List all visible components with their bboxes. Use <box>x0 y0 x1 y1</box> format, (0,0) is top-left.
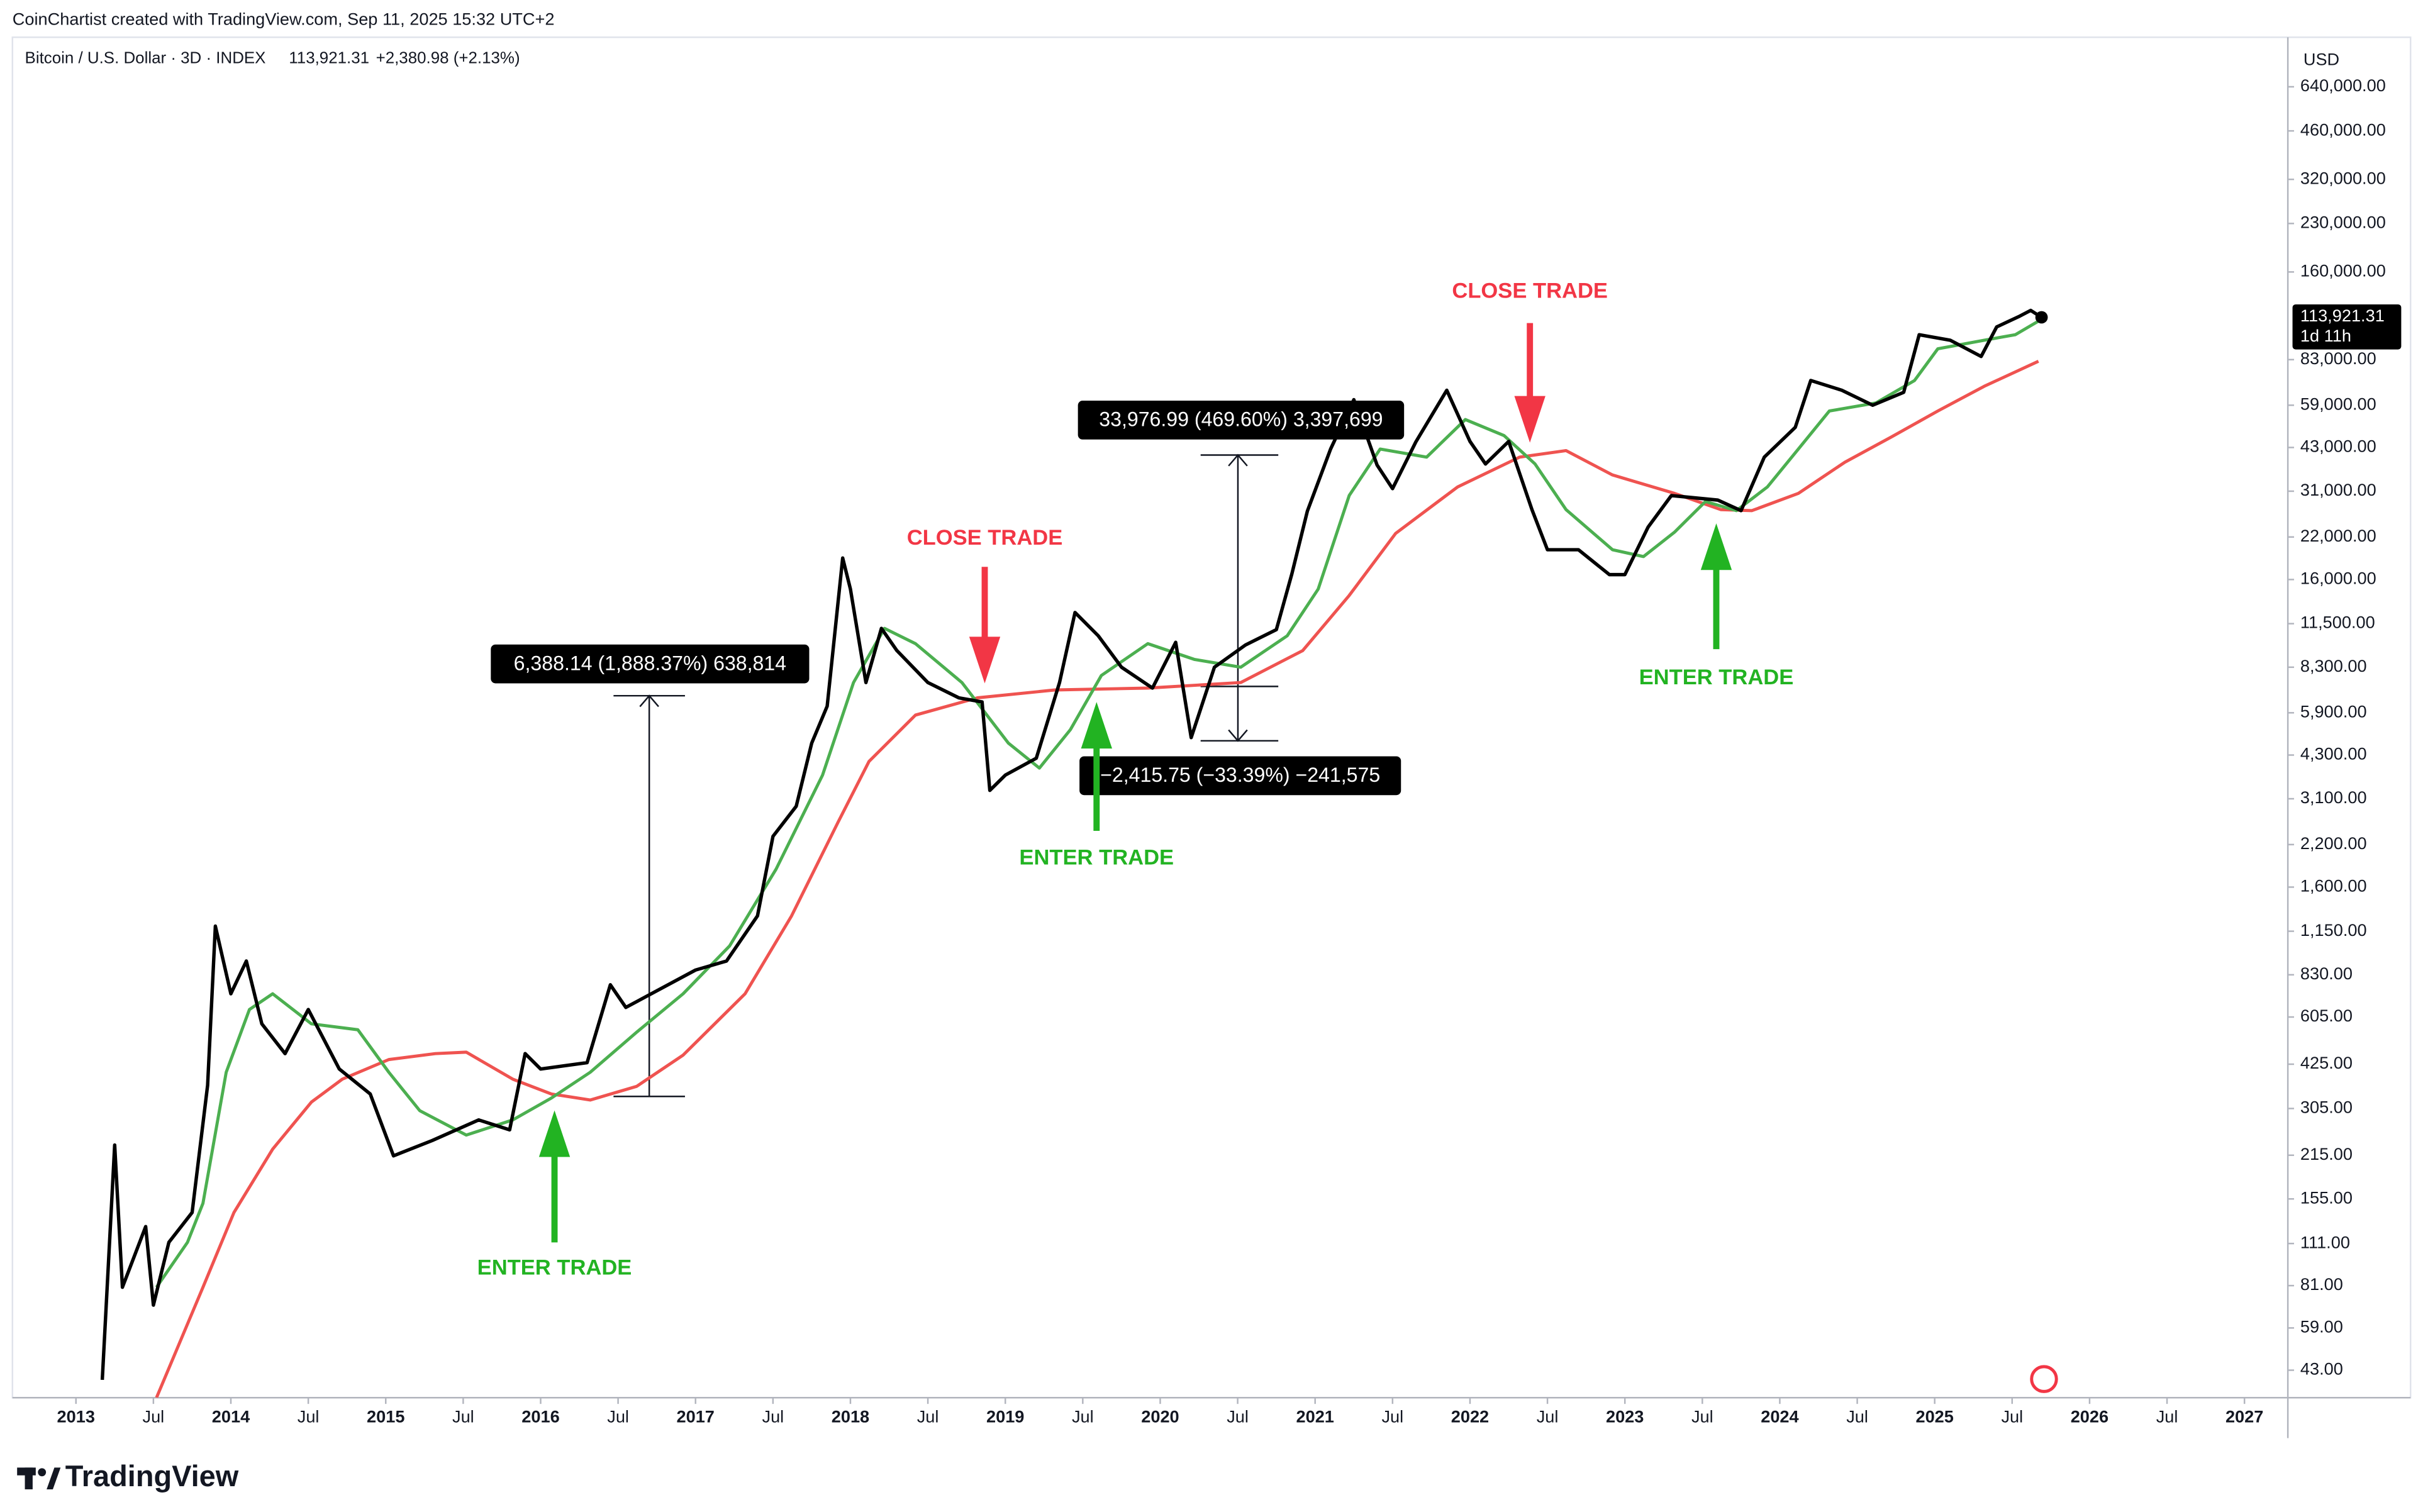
x-tick-label: 2027 <box>2225 1407 2263 1426</box>
x-tick-label: Jul <box>298 1407 320 1426</box>
x-tick-label: Jul <box>1537 1407 1559 1426</box>
close-trade-label: CLOSE TRADE <box>1452 279 1608 303</box>
y-tick-label: 160,000.00 <box>2300 261 2386 281</box>
measure-box <box>1079 756 1401 796</box>
last-point <box>2035 311 2048 324</box>
x-tick-label: 2018 <box>832 1407 869 1426</box>
x-tick-label: 2013 <box>57 1407 95 1426</box>
x-tick-label: Jul <box>2001 1407 2023 1426</box>
x-tick-label: Jul <box>1381 1407 1403 1426</box>
x-tick-label: 2015 <box>367 1407 404 1426</box>
measure-label: −2,415.75 (−33.39%) −241,575 <box>1100 764 1380 786</box>
y-tick-label: 605.00 <box>2300 1006 2353 1025</box>
measure-label: 33,976.99 (469.60%) 3,397,699 <box>1099 408 1383 431</box>
x-tick-label: 2024 <box>1761 1407 1798 1426</box>
y-tick-label: 81.00 <box>2300 1274 2343 1294</box>
y-tick-label: 830.00 <box>2300 964 2353 983</box>
y-tick-label: 83,000.00 <box>2300 348 2376 368</box>
trade-arrow <box>1081 702 1112 831</box>
y-tick-label: 31,000.00 <box>2300 480 2376 499</box>
logo-text: TradingView <box>65 1460 239 1493</box>
last-price: 113,921.31 <box>289 50 369 67</box>
trade-arrow <box>969 567 1001 684</box>
x-tick-label: Jul <box>143 1407 165 1426</box>
y-tick-label: 111.00 <box>2300 1232 2350 1252</box>
measure-box <box>1078 401 1405 440</box>
credit: CoinChartist created with TradingView.co… <box>13 9 555 28</box>
x-tick-label: Jul <box>1691 1407 1713 1426</box>
measure-tools <box>613 453 1279 1098</box>
x-tick-label: 2026 <box>2071 1407 2108 1426</box>
x-tick-label: 2019 <box>986 1407 1024 1426</box>
x-tick-label: Jul <box>1227 1407 1249 1426</box>
close-trade-label: CLOSE TRADE <box>907 526 1063 550</box>
price-tag-countdown: 1d 11h <box>2300 326 2351 345</box>
x-tick-label: Jul <box>2156 1407 2178 1426</box>
measure-label: 6,388.14 (1,888.37%) 638,814 <box>514 652 786 674</box>
y-tick-label: 155.00 <box>2300 1187 2353 1207</box>
x-tick-label: 2016 <box>521 1407 559 1426</box>
x-tick-label: 2023 <box>1606 1407 1644 1426</box>
price-tag <box>2292 304 2402 350</box>
y-tick-label: 16,000.00 <box>2300 569 2376 588</box>
logo <box>17 1467 61 1489</box>
trade-arrow <box>538 1110 571 1243</box>
symbol-title: Bitcoin / U.S. Dollar · 3D · INDEX <box>25 50 266 67</box>
y-tick-label: 230,000.00 <box>2300 212 2386 231</box>
enter-trade-label: ENTER TRADE <box>1639 665 1794 689</box>
currency: USD <box>2303 49 2339 69</box>
x-tick-label: 2014 <box>212 1407 250 1426</box>
y-tick-label: 640,000.00 <box>2300 75 2386 95</box>
y-tick-label: 320,000.00 <box>2300 168 2386 187</box>
y-tick-label: 3,100.00 <box>2300 787 2367 807</box>
x-tick-label: Jul <box>607 1407 629 1426</box>
price-line <box>155 317 2044 1289</box>
x-tick-label: Jul <box>1072 1407 1094 1426</box>
trade-arrow <box>1700 523 1732 650</box>
x-tick-label: 2020 <box>1141 1407 1179 1426</box>
x-tick-label: 2021 <box>1296 1407 1334 1426</box>
x-tick-label: 2025 <box>1915 1407 1953 1426</box>
y-tick-label: 1,600.00 <box>2300 876 2367 896</box>
x-tick-label: Jul <box>452 1407 474 1426</box>
event-icon[interactable] <box>2030 1365 2058 1393</box>
y-tick-label: 22,000.00 <box>2300 526 2376 545</box>
y-tick-label: 305.00 <box>2300 1098 2353 1117</box>
measure-box <box>491 644 810 684</box>
trade-arrow <box>1514 323 1546 443</box>
x-tick-label: 2022 <box>1451 1407 1489 1426</box>
y-tick-label: 59,000.00 <box>2300 394 2376 413</box>
y-tick-label: 5,900.00 <box>2300 701 2367 721</box>
x-tick-label: Jul <box>1846 1407 1868 1426</box>
y-tick-label: 1,150.00 <box>2300 920 2367 940</box>
y-tick-label: 460,000.00 <box>2300 120 2386 139</box>
price-line <box>100 308 2043 1381</box>
enter-trade-label: ENTER TRADE <box>1019 846 1174 870</box>
y-tick-label: 11,500.00 <box>2300 613 2375 632</box>
x-tick-label: Jul <box>762 1407 784 1426</box>
x-tick-label: Jul <box>917 1407 939 1426</box>
y-tick-label: 43,000.00 <box>2300 436 2376 456</box>
y-tick-label: 2,200.00 <box>2300 833 2367 853</box>
enter-trade-label: ENTER TRADE <box>477 1255 632 1279</box>
y-tick-label: 43.00 <box>2300 1359 2343 1379</box>
y-tick-label: 59.00 <box>2300 1317 2343 1337</box>
x-tick-label: 2017 <box>677 1407 715 1426</box>
y-tick-label: 425.00 <box>2300 1053 2353 1072</box>
price-tag-value: 113,921.31 <box>2300 306 2385 325</box>
y-tick-label: 215.00 <box>2300 1144 2353 1164</box>
y-tick-label: 8,300.00 <box>2300 656 2367 675</box>
y-tick-label: 4,300.00 <box>2300 744 2367 764</box>
price-change: +2,380.98 (+2.13%) <box>376 50 520 67</box>
